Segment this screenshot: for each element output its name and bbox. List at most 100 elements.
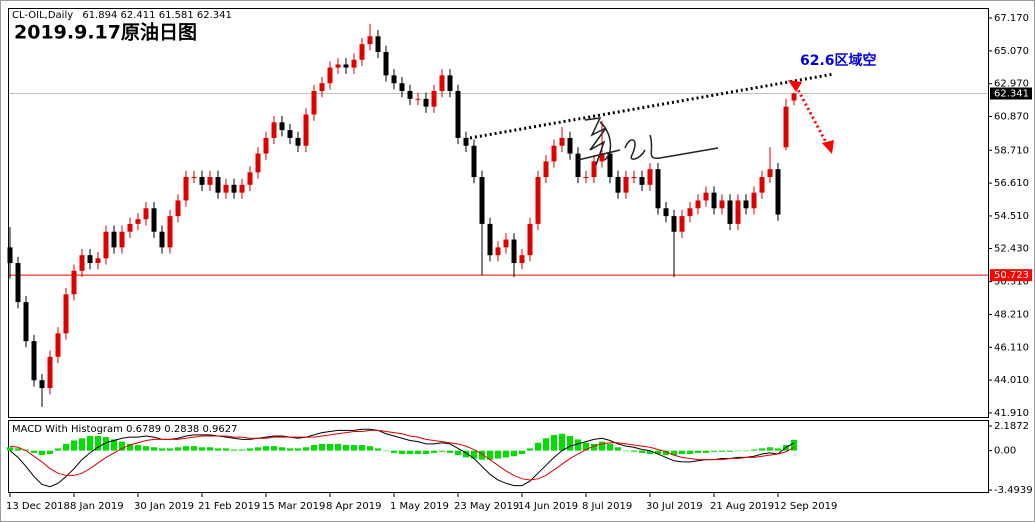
histogram-bar (583, 442, 589, 451)
arrow-head (822, 140, 834, 154)
candle-body (367, 36, 373, 45)
histogram-bar (423, 450, 429, 455)
histogram-bar (679, 450, 685, 455)
arrow-head (788, 80, 802, 92)
candle-body (575, 153, 581, 178)
histogram-bar (95, 436, 101, 451)
candle-body (759, 177, 765, 193)
candle-body (71, 270, 77, 295)
histogram-bar (711, 450, 717, 452)
histogram-bar (127, 443, 133, 451)
header-high: 62.411 (121, 10, 156, 21)
candle-body (559, 137, 565, 146)
histogram-bar (471, 450, 477, 459)
histogram-bar (319, 443, 325, 451)
histogram-bar (351, 445, 357, 451)
y-tick-label: 60.870 (994, 112, 1029, 123)
histogram-bar (87, 436, 93, 451)
candle-body (399, 83, 405, 92)
histogram-bar (399, 450, 405, 455)
histogram-bar (23, 449, 29, 451)
histogram-bar (247, 448, 253, 451)
histogram-bar (535, 442, 541, 451)
histogram-bar (447, 450, 453, 453)
candle-body (695, 200, 701, 209)
candle-body (623, 177, 629, 193)
candle-body (327, 67, 333, 84)
x-tick-label: 1 May 2019 (390, 501, 449, 512)
candle-body (687, 208, 693, 217)
histogram-bar (7, 447, 13, 451)
y-tick-label: 54.510 (994, 211, 1029, 222)
candle-body (111, 231, 117, 248)
candle-body (727, 200, 733, 224)
candle-body (471, 145, 477, 178)
candle-body (663, 208, 669, 217)
histogram-bar (31, 450, 37, 453)
candle-body (495, 247, 501, 256)
histogram-bar (79, 438, 85, 451)
level-tag (990, 269, 1032, 282)
candle-body (607, 153, 613, 178)
candle-body (791, 93, 797, 101)
signal-value: 0.2838 (164, 424, 199, 435)
candle-body (647, 169, 653, 185)
histogram-bar (239, 449, 245, 451)
histogram-bar (15, 448, 21, 451)
candle-body (743, 200, 749, 209)
candle-body (247, 172, 253, 185)
macd-value: 0.6789 (126, 424, 161, 435)
histogram-bar (543, 438, 549, 451)
y-tick-label: 62.970 (994, 79, 1029, 90)
price-tag-label: 62.341 (994, 89, 1029, 100)
plot-layer: 67.170 65.070 62.970 60.870 58.710 56.610 54.5… (6, 13, 1033, 512)
candle-body (31, 341, 37, 381)
candle-body (415, 98, 421, 100)
histogram-bar (663, 450, 669, 456)
x-tick-label: 13 Dec 2018 (6, 501, 70, 512)
histogram-bar (567, 436, 573, 451)
histogram-bar (407, 450, 413, 455)
candle-body (767, 169, 773, 178)
histogram-bar (271, 446, 277, 451)
candle-body (535, 177, 541, 224)
candle-body (207, 177, 213, 185)
candle-body (151, 208, 157, 232)
histogram-bar (119, 441, 125, 451)
candle-body (167, 216, 173, 248)
histogram-bar (751, 449, 757, 451)
x-tick-label: 21 Aug 2019 (710, 501, 774, 512)
candle-body (55, 333, 61, 357)
histogram-bar (367, 446, 373, 451)
histogram-bar (559, 433, 565, 451)
candle-body (719, 200, 725, 209)
histogram-bar (655, 450, 661, 455)
x-tick-label: 21 Feb 2019 (198, 501, 260, 512)
candle-body (95, 258, 101, 263)
x-tick-label: 30 Jan 2019 (134, 501, 194, 512)
histogram-bar (255, 447, 261, 451)
candle-body (255, 153, 261, 173)
histogram-bar (223, 448, 229, 451)
trend-line (469, 72, 835, 140)
candle-body (279, 122, 285, 131)
y-tick-label: 46.110 (994, 342, 1029, 353)
histogram-bar (495, 450, 501, 459)
y-tick-label: 41.910 (994, 408, 1029, 419)
candle-body (751, 192, 757, 209)
y-tick-label: 44.010 (994, 375, 1029, 386)
candle-body (263, 137, 269, 154)
histogram-bar (159, 448, 165, 451)
histogram-bar (295, 448, 301, 451)
y-tick-label: 52.430 (994, 243, 1029, 254)
candle-body (87, 255, 93, 263)
candle-body (391, 75, 397, 84)
histogram-bar (279, 447, 285, 451)
header-low: 61.581 (159, 10, 194, 21)
candle-body (303, 114, 309, 146)
histogram-bar (415, 450, 421, 455)
candle-body (127, 223, 133, 232)
histogram-value: 0.9627 (202, 424, 237, 435)
forecast-arrow (794, 85, 830, 147)
